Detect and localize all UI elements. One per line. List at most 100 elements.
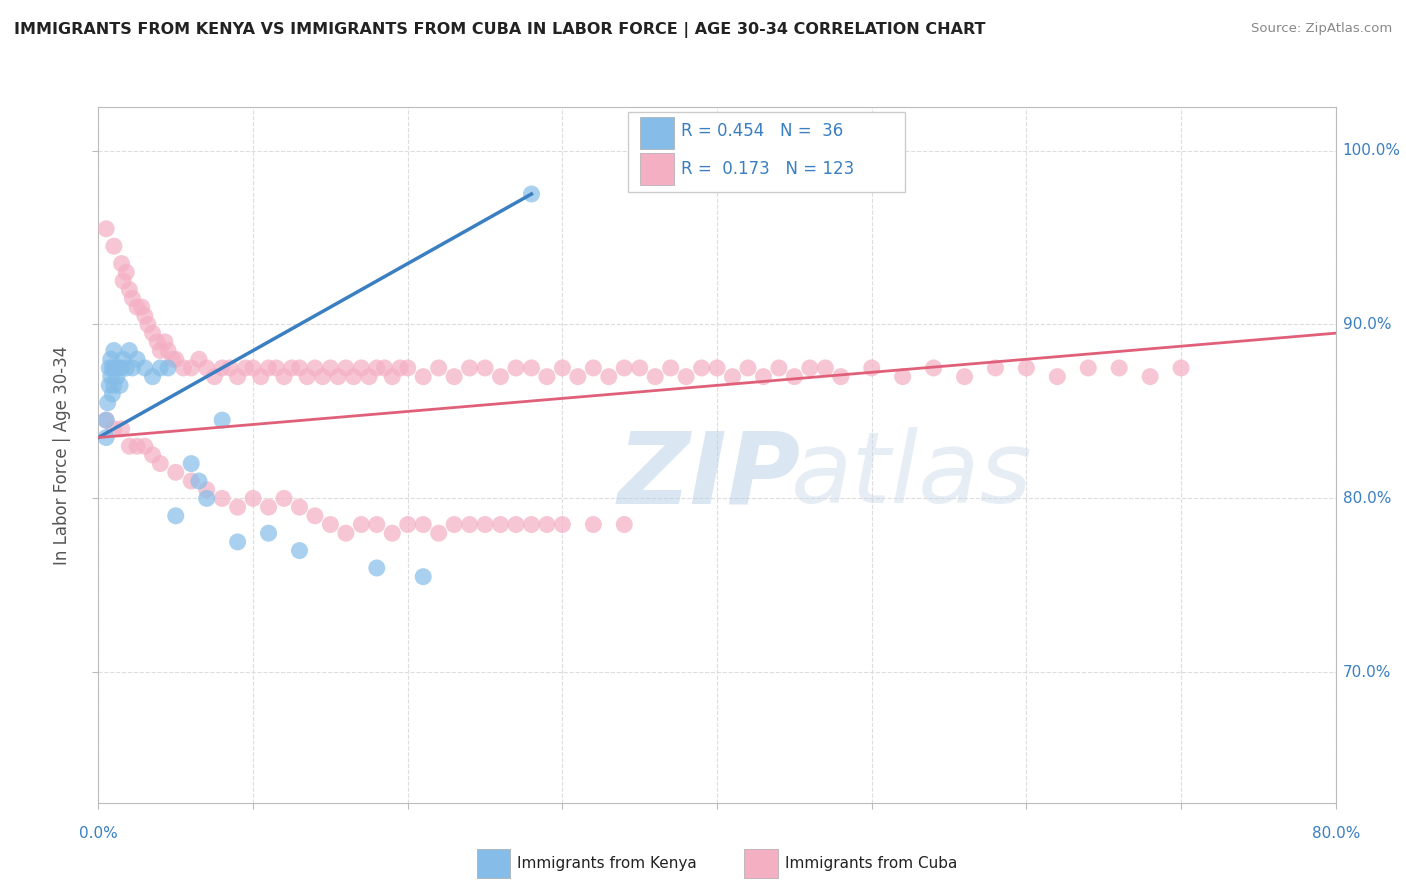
Point (520, 360, 543, 375)
Point (412, 569, 434, 583)
Text: 80.0%: 80.0% (1312, 827, 1360, 841)
Point (180, 457, 202, 471)
Point (690, 360, 713, 375)
Point (304, 360, 326, 375)
Point (489, 517, 512, 532)
Point (98, 378, 121, 392)
Point (273, 491, 295, 506)
Point (153, 334, 176, 349)
Point (204, 369, 226, 384)
Point (107, 360, 129, 375)
Point (443, 369, 465, 384)
Point (115, 360, 138, 375)
Point (103, 239, 125, 253)
Point (111, 256, 132, 270)
Point (551, 517, 574, 532)
Point (412, 517, 434, 532)
Point (474, 517, 496, 532)
Point (860, 360, 883, 375)
Point (721, 369, 744, 384)
Point (103, 343, 125, 358)
Point (489, 369, 512, 384)
Point (381, 369, 404, 384)
Point (536, 369, 558, 384)
Point (312, 369, 335, 384)
Point (165, 508, 187, 523)
Point (257, 500, 280, 514)
Text: R =  0.173   N = 123: R = 0.173 N = 123 (681, 160, 855, 178)
Point (242, 360, 264, 375)
Point (242, 491, 264, 506)
Point (366, 360, 388, 375)
Point (1139, 369, 1161, 384)
Point (127, 439, 149, 453)
Point (111, 360, 132, 375)
Point (326, 369, 350, 384)
Point (195, 491, 218, 506)
Point (388, 360, 412, 375)
Point (783, 369, 806, 384)
Text: ZIP: ZIP (619, 427, 801, 524)
Text: 0.0%: 0.0% (79, 827, 118, 841)
Point (582, 517, 605, 532)
Point (188, 474, 211, 488)
Point (297, 369, 319, 384)
Point (149, 457, 172, 471)
Point (1077, 360, 1099, 375)
Point (458, 360, 481, 375)
Point (613, 360, 636, 375)
Point (319, 517, 342, 532)
Text: IMMIGRANTS FROM KENYA VS IMMIGRANTS FROM CUBA IN LABOR FORCE | AGE 30-34 CORRELA: IMMIGRANTS FROM KENYA VS IMMIGRANTS FROM… (14, 22, 986, 38)
Point (396, 517, 419, 532)
Point (134, 360, 156, 375)
Text: Immigrants from Cuba: Immigrants from Cuba (785, 856, 957, 871)
Point (520, 517, 543, 532)
Point (96, 413, 118, 427)
Point (582, 360, 605, 375)
Point (659, 360, 682, 375)
Point (157, 360, 180, 375)
Point (814, 360, 837, 375)
Point (264, 360, 288, 375)
Point (675, 369, 697, 384)
Point (121, 360, 143, 375)
Point (396, 360, 419, 375)
Point (165, 352, 187, 367)
Point (768, 360, 790, 375)
Point (343, 369, 366, 384)
Point (100, 369, 122, 384)
Point (505, 360, 527, 375)
Point (112, 352, 135, 367)
Point (233, 360, 257, 375)
Text: 100.0%: 100.0% (1343, 143, 1400, 158)
Point (149, 343, 172, 358)
Y-axis label: In Labor Force | Age 30-34: In Labor Force | Age 30-34 (53, 345, 72, 565)
Point (304, 508, 326, 523)
Point (250, 369, 273, 384)
Point (149, 360, 172, 375)
Point (830, 369, 852, 384)
Point (628, 360, 651, 375)
Point (288, 543, 311, 558)
Point (752, 369, 775, 384)
Point (219, 360, 242, 375)
Point (121, 291, 143, 305)
Text: atlas: atlas (792, 427, 1033, 524)
Point (211, 360, 233, 375)
Point (195, 483, 218, 497)
Point (536, 517, 558, 532)
Point (96, 222, 118, 236)
Point (195, 360, 218, 375)
Point (134, 309, 156, 323)
Point (427, 360, 450, 375)
Point (1108, 360, 1130, 375)
Point (141, 326, 165, 340)
Point (101, 360, 124, 375)
Point (165, 466, 187, 480)
Point (112, 274, 135, 288)
Text: Immigrants from Kenya: Immigrants from Kenya (517, 856, 697, 871)
Point (520, 187, 543, 202)
Point (281, 360, 304, 375)
Point (98, 360, 121, 375)
Point (211, 413, 233, 427)
